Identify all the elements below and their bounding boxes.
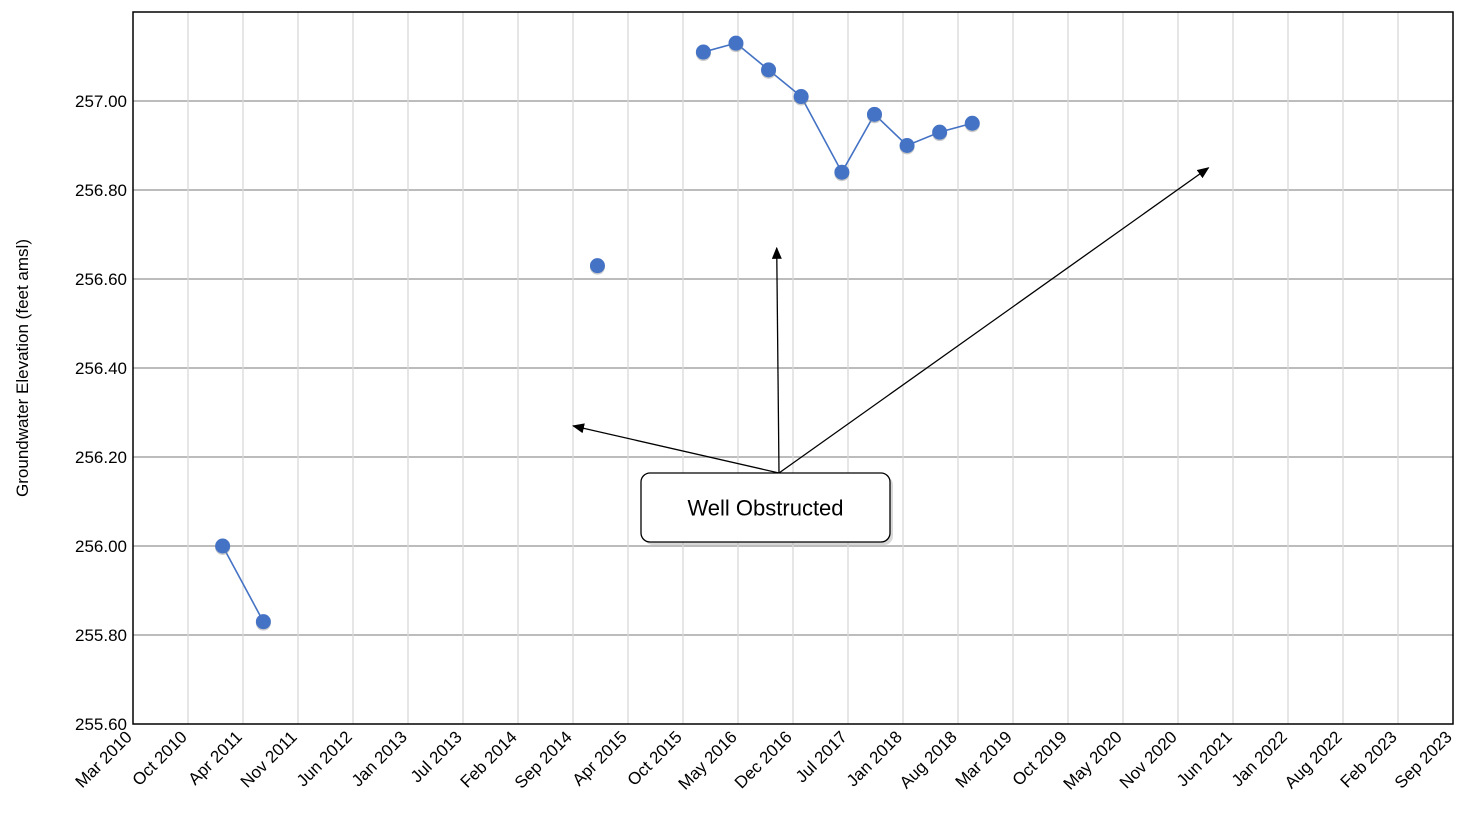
y-tick-label: 255.80: [75, 626, 127, 645]
x-tick-label: Feb 2023: [1337, 727, 1401, 791]
y-tick-label: 255.60: [75, 715, 127, 734]
x-tick-label: Jun 2012: [293, 727, 356, 790]
series-line: [221, 545, 265, 623]
x-tick-label: Apr 2011: [184, 727, 245, 788]
annotation-arrow: [778, 167, 1210, 474]
data-point: [793, 89, 809, 105]
data-point: [964, 115, 980, 131]
y-tick-label: 256.00: [75, 537, 127, 556]
x-tick-label: Nov 2020: [1116, 727, 1181, 792]
x-tick-label: Jul 2017: [792, 727, 851, 786]
data-point: [761, 62, 777, 78]
x-tick-label: Mar 2019: [952, 727, 1016, 791]
annotations: Well Obstructed: [572, 167, 1210, 545]
x-tick-label: Jan 2013: [348, 727, 411, 790]
annotation-arrow: [771, 246, 782, 474]
y-tick-label: 256.80: [75, 181, 127, 200]
y-tick-label: 256.40: [75, 359, 127, 378]
x-tick-label: Oct 2010: [129, 727, 191, 789]
x-tick-label: Mar 2010: [72, 727, 136, 791]
x-tick-label: Sep 2023: [1391, 727, 1456, 792]
data-point: [255, 614, 271, 630]
data-point: [899, 138, 915, 153]
grid: [133, 12, 1453, 724]
x-tick-label: Feb 2014: [457, 727, 521, 791]
y-axis-title: Groundwater Elevation (feet amsl): [13, 239, 32, 497]
data-point: [866, 106, 882, 122]
data-point: [932, 124, 948, 140]
data-point: [695, 44, 711, 60]
y-tick-label: 256.60: [75, 270, 127, 289]
x-tick-label: Apr 2015: [569, 727, 631, 789]
y-axis-ticks: 255.60 255.80 256.00 256.20 256.40 256.60 256.…: [75, 92, 127, 734]
x-tick-label: Jun 2021: [1173, 727, 1236, 790]
x-tick-label: May 2020: [1060, 727, 1126, 793]
x-tick-label: Dec 2016: [731, 727, 796, 792]
callout-label: Well Obstructed: [687, 496, 843, 521]
data-point: [589, 258, 605, 274]
plot-area-border: [132, 11, 1454, 725]
x-tick-label: Sep 2014: [511, 727, 576, 792]
x-tick-label: Aug 2018: [896, 727, 961, 792]
x-tick-label: Jan 2018: [843, 727, 906, 790]
x-tick-label: Jan 2022: [1228, 727, 1291, 790]
data-point: [728, 35, 744, 51]
series: [215, 35, 980, 631]
y-tick-label: 257.00: [75, 92, 127, 111]
x-tick-label: Aug 2022: [1281, 727, 1346, 792]
x-tick-label: Nov 2011: [237, 727, 301, 791]
y-tick-label: 256.20: [75, 448, 127, 467]
annotation-arrow: [572, 423, 780, 474]
callout-box: [640, 472, 891, 543]
series-line: [703, 42, 973, 174]
data-point: [834, 164, 850, 180]
data-point: [215, 538, 231, 554]
x-tick-label: May 2016: [675, 727, 741, 793]
